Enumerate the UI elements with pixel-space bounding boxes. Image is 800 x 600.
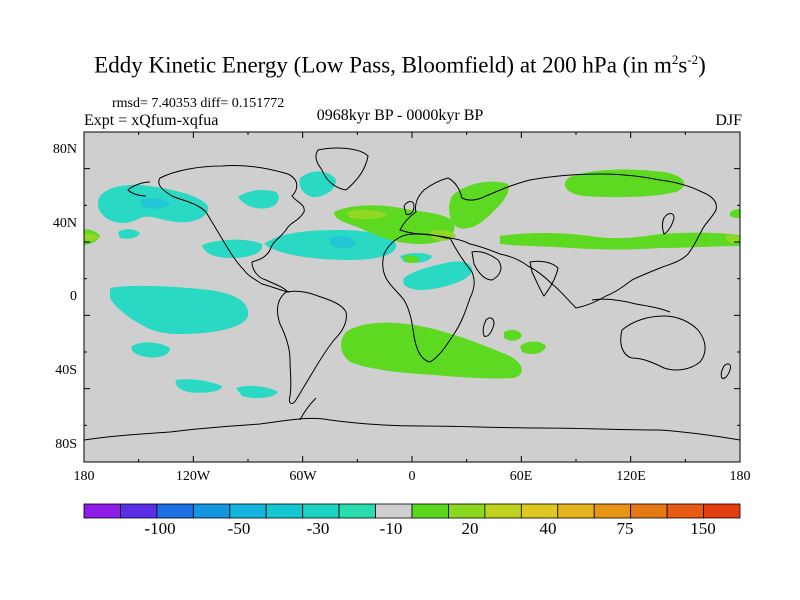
- coast-greenland: [315, 147, 369, 191]
- positive-anomaly-patches: [84, 169, 740, 379]
- title-sup-1: 2: [671, 52, 679, 67]
- lat-label-80s: 80S: [55, 437, 77, 452]
- colorbar-label-20: 20: [461, 519, 479, 538]
- colorbar-segment: [520, 503, 559, 519]
- coast-arabia: [471, 251, 502, 281]
- neg-patch-east-pacific: [202, 239, 263, 258]
- colorbar-label-minus10: -10: [379, 519, 403, 538]
- colorbar-segment: [338, 503, 376, 519]
- rmsd-label: rmsd= 7.40353 diff= 0.151772: [112, 96, 285, 111]
- coast-antarctic-peninsula: [299, 397, 317, 421]
- positive-anomaly-cores: [84, 209, 740, 243]
- lon-label-120e: 120E: [616, 469, 646, 484]
- colorbar: [83, 503, 741, 519]
- coast-india: [529, 260, 559, 297]
- coast-south-america: [277, 290, 347, 404]
- coast-antarctica: [84, 417, 740, 441]
- colorbar-segment: [156, 503, 194, 519]
- coast-indonesia: [591, 298, 671, 313]
- colorbar-segment: [557, 503, 595, 519]
- colorbar-segment: [375, 503, 413, 519]
- experiment-label: Expt = xQfum-xqfua: [84, 112, 219, 129]
- negative-anomaly-cores: [140, 197, 356, 249]
- colorbar-segment: [302, 503, 340, 519]
- lon-label-60w: 60W: [289, 469, 317, 484]
- pos-core-europe: [346, 209, 388, 220]
- colorbar-segment: [703, 503, 741, 519]
- neg-patch-south-pacific: [110, 285, 249, 334]
- colorbar-segment: [192, 503, 231, 519]
- pos-patch-southern-atlantic-indian: [341, 322, 522, 379]
- colorbar-label-75: 75: [616, 519, 634, 538]
- colorbar-segment: [593, 503, 632, 519]
- colorbar-label-minus100: -100: [144, 519, 176, 538]
- pos-patch-indian-east: [520, 341, 546, 354]
- neg-core-atlantic: [330, 236, 356, 249]
- neg-patch-south-pacific-small: [131, 342, 170, 358]
- neg-patch-arabia: [403, 261, 473, 290]
- coastlines: [84, 147, 740, 441]
- colorbar-label-minus30: -30: [306, 519, 330, 538]
- neg-patch-southern-ocean-b: [236, 385, 278, 399]
- colorbar-segment: [666, 503, 704, 519]
- lon-label-180w: 180: [73, 469, 95, 484]
- neg-core-pacific: [140, 197, 170, 209]
- coast-madagascar: [482, 317, 495, 337]
- neg-patch-north-atlantic: [264, 230, 397, 260]
- colorbar-label-150: 150: [690, 519, 716, 538]
- lon-label-120w: 120W: [175, 469, 211, 484]
- colorbar-segment: [484, 503, 522, 519]
- colorbar-segment: [630, 503, 668, 519]
- colorbar-label-40: 40: [539, 519, 557, 538]
- neg-patch-labrador: [299, 171, 336, 198]
- negative-anomaly-patches: [97, 171, 473, 399]
- coast-japan: [662, 213, 675, 235]
- lon-label-180e: 180: [729, 469, 751, 484]
- coast-new-zealand: [720, 363, 731, 379]
- lat-label-40s: 40S: [55, 363, 77, 378]
- lat-label-eq: 0: [70, 289, 77, 304]
- colorbar-segment: [411, 503, 449, 519]
- lat-label-40n: 40N: [52, 216, 77, 231]
- pos-patch-east-europe: [449, 181, 509, 229]
- title-mid: s: [678, 52, 688, 78]
- colorbar-segment: [448, 503, 486, 519]
- lat-label-80n: 80N: [52, 142, 77, 157]
- season-label: DJF: [715, 112, 742, 129]
- lon-label-0: 0: [408, 469, 416, 484]
- lon-label-60e: 60E: [509, 469, 533, 484]
- pos-patch-west-africa: [404, 255, 420, 263]
- colorbar-segment: [229, 503, 267, 519]
- title-end: ): [698, 52, 706, 78]
- pos-patch-pacific-band: [500, 232, 740, 250]
- title-main: Eddy Kinetic Energy (Low Pass, Bloomfiel…: [94, 52, 672, 78]
- colorbar-label-minus50: -50: [227, 519, 251, 538]
- pos-patch-indian-small: [504, 329, 522, 341]
- pos-patch-north-pacific-east: [730, 209, 740, 219]
- coast-australia: [620, 315, 706, 371]
- plot-title: Eddy Kinetic Energy (Low Pass, Bloomfiel…: [0, 52, 800, 79]
- neg-patch-north-america: [238, 189, 279, 209]
- pos-patch-siberia: [564, 169, 685, 198]
- title-sup-2: -2: [687, 52, 699, 67]
- pos-core-dateline: [84, 233, 98, 242]
- colorbar-segment: [265, 503, 304, 519]
- coast-north-america: [158, 165, 305, 293]
- anomaly-fields: [84, 147, 740, 441]
- pos-core-pacific: [726, 235, 740, 243]
- period-label: 0968kyr BP - 0000kyr BP: [316, 107, 484, 124]
- neg-patch-west-pacific-small: [118, 229, 140, 239]
- coast-europe: [399, 173, 717, 309]
- coast-british-isles: [403, 201, 415, 215]
- axis-ticks: [83, 131, 741, 463]
- coast-alaska: [127, 181, 151, 197]
- colorbar-segment: [83, 503, 121, 519]
- colorbar-segment: [120, 503, 158, 519]
- neg-patch-southern-ocean-a: [175, 379, 222, 393]
